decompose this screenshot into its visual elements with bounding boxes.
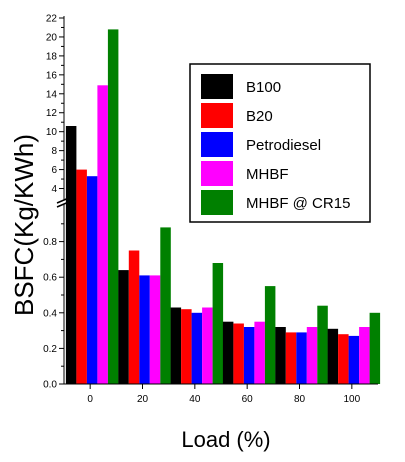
x-tick-label: 60 — [242, 394, 254, 405]
legend-label-mhbf-cr15: MHBF @ CR15 — [246, 195, 350, 212]
bar-mhbf-cr15-load-0 — [107, 29, 119, 385]
bar-petrodiesel-load-0 — [86, 176, 98, 384]
legend-swatch-mhbf-cr15 — [201, 190, 233, 215]
legend-label-b100: B100 — [246, 79, 281, 96]
x-tick-label: 0 — [87, 394, 93, 405]
y-tick-label: 0.8 — [43, 237, 57, 248]
bar-mhbf-cr15-load-80 — [317, 305, 328, 384]
legend-swatch-b20 — [201, 103, 233, 128]
bar-petrodiesel-load-40 — [191, 312, 203, 384]
bar-mhbf-cr15-load-20 — [160, 227, 171, 384]
y-tick-label: 14 — [46, 89, 58, 100]
y-tick-label: 22 — [46, 14, 58, 25]
bars-group — [65, 29, 381, 385]
bar-b100-load-40 — [170, 307, 182, 384]
y-tick-label: 0.4 — [43, 308, 57, 319]
legend-swatch-petrodiesel — [201, 132, 233, 157]
bar-petrodiesel-load-80 — [296, 332, 307, 384]
bar-mhbf-load-60 — [254, 321, 265, 384]
bar-b100-load-20 — [118, 270, 129, 384]
bar-mhbf-load-20 — [149, 275, 161, 384]
bar-b100-load-0 — [65, 126, 77, 384]
y-tick-label: 0.0 — [43, 380, 57, 391]
bar-b20-load-100 — [338, 334, 349, 384]
bar-mhbf-load-0 — [97, 85, 108, 385]
bar-mhbf-cr15-load-100 — [369, 312, 381, 384]
legend-swatch-b100 — [201, 74, 233, 99]
y-axis-title: BSFC(Kg/KWh) — [9, 134, 39, 316]
y-tick-label: 12 — [46, 108, 58, 119]
axes-group: 0 20 40 60 80 100 0.0 0.2 0.4 0.6 0.8 4 6 8 10 12 14 16 18… — [43, 14, 378, 405]
bar-b20-load-20 — [128, 250, 140, 384]
bar-petrodiesel-load-60 — [243, 327, 255, 384]
bar-b20-load-0 — [76, 169, 87, 384]
bar-mhbf-cr15-load-60 — [264, 286, 276, 384]
x-tick-label: 80 — [294, 394, 306, 405]
x-tick-label: 40 — [189, 394, 201, 405]
y-tick-label: 0.6 — [43, 273, 57, 284]
legend-label-b20: B20 — [246, 108, 273, 125]
y-tick-label: 18 — [46, 51, 58, 62]
y-tick-label: 0.2 — [43, 344, 57, 355]
x-axis-title: Load (%) — [181, 427, 270, 452]
y-tick-label: 8 — [51, 146, 57, 157]
y-tick-label: 20 — [46, 32, 58, 43]
y-tick-label: 4 — [51, 184, 57, 195]
y-tick-label: 16 — [46, 70, 58, 81]
bar-mhbf-load-40 — [202, 307, 213, 384]
legend-label-petrodiesel: Petrodiesel — [246, 137, 321, 154]
bar-b100-load-100 — [327, 328, 339, 384]
bar-mhbf-load-100 — [359, 327, 370, 384]
x-tick-label: 20 — [137, 394, 149, 405]
bar-mhbf-cr15-load-40 — [212, 263, 224, 384]
y-tick-label: 10 — [46, 127, 58, 138]
bar-petrodiesel-load-100 — [348, 335, 360, 384]
y-tick-label: 6 — [51, 165, 57, 176]
bar-b20-load-80 — [285, 332, 297, 384]
x-tick-label: 100 — [343, 394, 360, 405]
bar-mhbf-load-80 — [306, 327, 318, 384]
bar-b100-load-80 — [275, 327, 286, 384]
axis-break-mark — [56, 200, 72, 208]
legend-swatch-mhbf — [201, 161, 233, 186]
axis-break-mark — [56, 196, 72, 204]
legend: B100 B20 Petrodiesel MHBF MHBF @ CR15 — [189, 63, 371, 223]
legend-label-mhbf: MHBF — [246, 166, 289, 183]
bar-petrodiesel-load-20 — [139, 275, 150, 384]
bar-b20-load-60 — [233, 323, 244, 384]
bar-b20-load-40 — [181, 309, 192, 384]
bar-b100-load-60 — [222, 321, 234, 384]
